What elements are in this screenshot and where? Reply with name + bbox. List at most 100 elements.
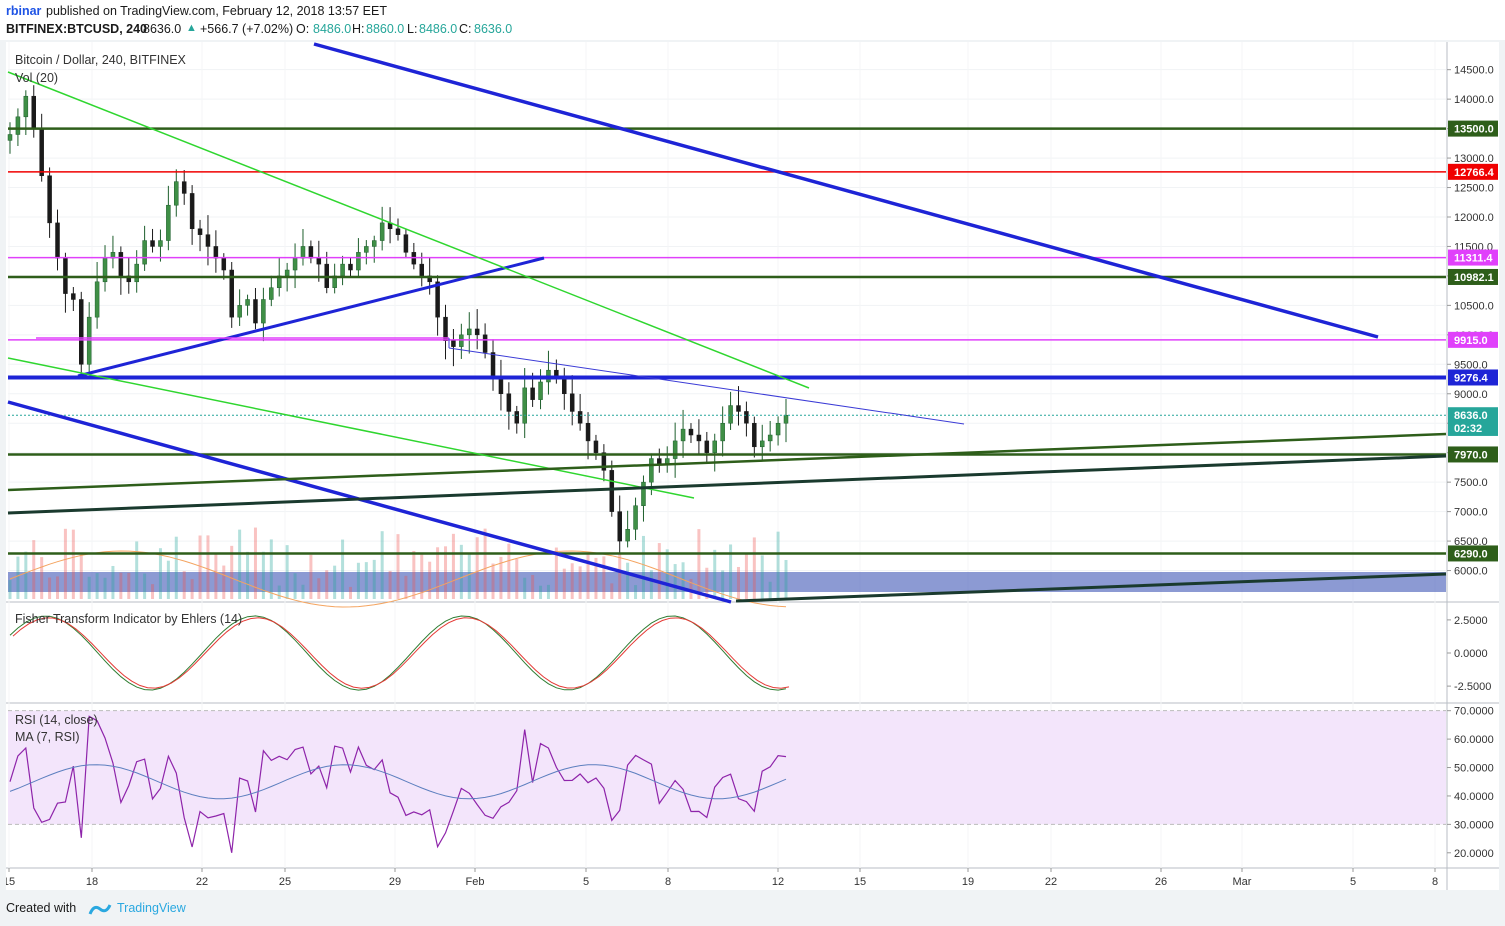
level-last-price-badge bbox=[1448, 407, 1498, 424]
candle-body bbox=[759, 440, 765, 448]
volume-bar bbox=[293, 573, 297, 599]
tradingview-logo-icon[interactable] bbox=[88, 902, 112, 916]
time-axis[interactable]: 15 18 22 25 29 Feb 5 8 12 15 19 22 26 Mar 5 8 bbox=[3, 868, 1438, 888]
rsi-label: RSI (14, close) bbox=[15, 713, 98, 727]
price-tick-label: 12500.0 bbox=[1454, 183, 1494, 195]
candle-body bbox=[696, 434, 702, 442]
volume-bar bbox=[459, 544, 463, 599]
volume-bar bbox=[143, 573, 147, 599]
volume-bar bbox=[721, 570, 725, 599]
candle-body bbox=[174, 181, 179, 206]
chart-svg[interactable]: 14500.0 14000.0 13500.0 13000.0 12500.0 12000… bbox=[3, 42, 1499, 890]
level-9276-badge-label: 9276.4 bbox=[1454, 372, 1489, 384]
candle-body bbox=[744, 411, 749, 424]
candle-body bbox=[102, 257, 108, 283]
volume-bar bbox=[48, 577, 52, 599]
volume-bar bbox=[317, 578, 321, 599]
created-with-text: Created with bbox=[6, 901, 77, 915]
volume-label: Vol (20) bbox=[15, 71, 58, 85]
price-tick-label: 13000.0 bbox=[1454, 153, 1494, 165]
candle-body bbox=[142, 240, 147, 265]
volume-bar bbox=[689, 578, 693, 599]
candle-body bbox=[720, 422, 725, 442]
candle-body bbox=[767, 434, 773, 442]
rsi-tick-label: 30.0000 bbox=[1454, 819, 1494, 831]
chart-area[interactable]: 14500.0 14000.0 13500.0 13000.0 12500.0 12000… bbox=[3, 42, 1499, 890]
volume-bar bbox=[198, 535, 202, 599]
volume-bar bbox=[523, 577, 527, 599]
time-tick-label: 8 bbox=[665, 876, 671, 888]
fisher-trigger-line bbox=[12, 617, 790, 689]
volume-bar bbox=[681, 562, 685, 599]
candle-body bbox=[569, 393, 575, 412]
candle-body bbox=[205, 234, 211, 247]
green-trend-upper bbox=[7, 71, 810, 389]
volume-ma-line bbox=[9, 550, 787, 608]
volume-bar bbox=[396, 534, 400, 599]
volume-bar bbox=[515, 558, 519, 599]
price-axis[interactable]: 14500.0 14000.0 13500.0 13000.0 12500.0 12000… bbox=[1447, 65, 1498, 860]
candle-body bbox=[364, 246, 369, 253]
candle-body bbox=[229, 269, 234, 318]
level-10982-badge bbox=[1448, 268, 1498, 285]
volume-bar bbox=[776, 531, 780, 599]
volume-bar bbox=[744, 552, 748, 599]
volume-bar bbox=[752, 537, 756, 599]
candle-body bbox=[609, 470, 615, 512]
candle-body bbox=[490, 352, 496, 377]
price-tick-label: 7500.0 bbox=[1454, 477, 1488, 489]
fisher-tick-label: 0.0000 bbox=[1454, 648, 1488, 660]
green-trend-lower bbox=[7, 357, 695, 499]
volume-bar bbox=[483, 528, 487, 599]
candle-body bbox=[23, 95, 29, 118]
candle-body bbox=[7, 134, 13, 141]
time-tick-label: 29 bbox=[389, 876, 401, 888]
price-tick-label: 12000.0 bbox=[1454, 212, 1494, 224]
volume-bar bbox=[467, 554, 471, 599]
volume-bar bbox=[190, 579, 194, 599]
candle-body bbox=[506, 393, 512, 412]
tradingview-link[interactable]: TradingView bbox=[117, 901, 186, 915]
volume-bar bbox=[499, 556, 503, 599]
candle-body bbox=[688, 428, 694, 436]
rsi-tick-label: 50.0000 bbox=[1454, 763, 1494, 775]
volume-bar bbox=[182, 571, 186, 599]
volume-bar bbox=[135, 541, 139, 599]
candle-body bbox=[300, 246, 306, 259]
blue-thin-trend bbox=[448, 347, 965, 425]
ohlc-low-label: L: bbox=[407, 22, 418, 36]
candle-body bbox=[601, 452, 607, 471]
dark-green-trend bbox=[7, 432, 1447, 492]
volume-bar bbox=[277, 585, 281, 599]
candle-body bbox=[451, 340, 456, 347]
volume-bar bbox=[214, 553, 218, 599]
volume-bar bbox=[222, 565, 226, 599]
time-tick-label: Feb bbox=[466, 876, 485, 888]
level-countdown-badge bbox=[1448, 419, 1498, 436]
time-tick-label: 25 bbox=[279, 876, 291, 888]
volume-bar bbox=[436, 547, 440, 599]
time-tick-label: 22 bbox=[1045, 876, 1057, 888]
fisher-line bbox=[9, 615, 787, 691]
volume-bar bbox=[736, 566, 740, 599]
volume-bar bbox=[246, 551, 250, 599]
candle-body bbox=[530, 387, 535, 400]
candle-body bbox=[31, 95, 37, 129]
candle-body bbox=[221, 257, 227, 271]
volume-bar bbox=[151, 584, 155, 599]
volume-bar bbox=[562, 568, 566, 599]
candle-body bbox=[94, 281, 100, 318]
candle-body bbox=[712, 440, 717, 453]
fisher-tick-label: -2.5000 bbox=[1454, 681, 1491, 693]
volume-bar bbox=[309, 554, 313, 599]
level-7970-badge bbox=[1448, 446, 1498, 463]
volume-bar bbox=[697, 529, 701, 599]
volume-bar bbox=[491, 563, 495, 599]
volume-bar bbox=[570, 563, 574, 599]
publisher-username[interactable]: rbinar bbox=[6, 4, 42, 18]
candle-body bbox=[86, 316, 92, 365]
volume-bar bbox=[412, 550, 416, 599]
candle-body bbox=[435, 281, 440, 318]
ohlc-open-label: O: bbox=[296, 22, 310, 36]
candle-body bbox=[261, 299, 266, 324]
